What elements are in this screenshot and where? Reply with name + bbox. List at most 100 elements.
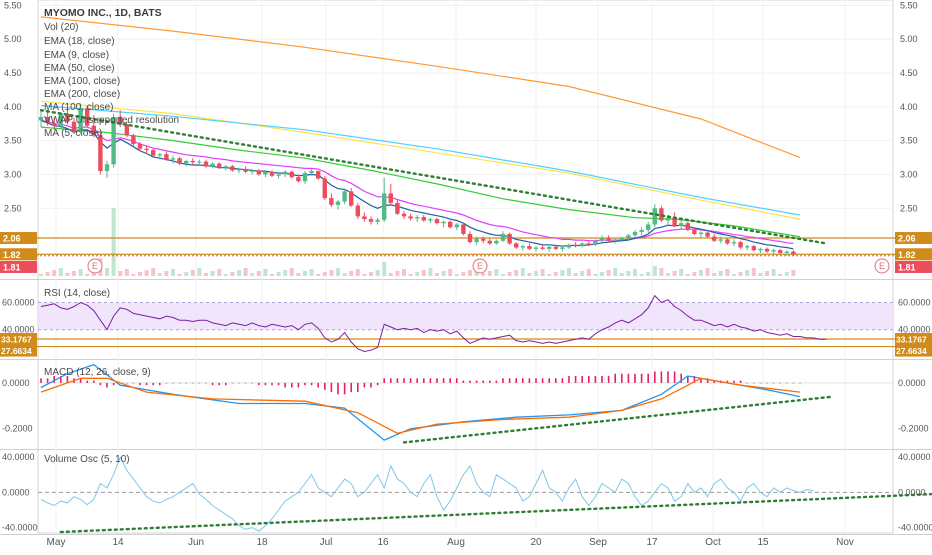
legend-ema50: EMA (50, close) xyxy=(44,63,115,74)
x-tick-label: 17 xyxy=(646,537,658,548)
candle xyxy=(553,246,558,249)
candle xyxy=(573,244,578,247)
volume-bar xyxy=(758,273,763,276)
x-tick-label: Oct xyxy=(705,537,721,548)
candle xyxy=(85,108,90,126)
candle xyxy=(705,232,710,237)
macd-histogram-bar xyxy=(145,382,148,386)
macd-histogram-bar xyxy=(766,382,768,384)
macd-histogram-bar xyxy=(258,382,260,386)
macd-histogram-bar xyxy=(792,382,795,384)
macd-histogram-bar xyxy=(218,382,220,386)
volume-bar xyxy=(626,271,631,276)
macd-histogram-bar xyxy=(139,382,141,386)
volume-bar xyxy=(72,271,76,276)
legend-ma100: MA (100, close) xyxy=(44,102,113,113)
y-tick-label-left: 5.00 xyxy=(4,34,22,44)
volume-bar xyxy=(197,268,202,276)
candle xyxy=(58,113,63,126)
candle xyxy=(679,223,684,226)
candle xyxy=(507,233,512,244)
rsi-tick-right: 40.0000 xyxy=(898,325,931,335)
macd-histogram-bar xyxy=(132,382,135,384)
candle xyxy=(71,121,77,132)
candle xyxy=(665,217,671,221)
volume-bar xyxy=(58,268,63,276)
legend-ema18: EMA (18, close) xyxy=(44,36,115,47)
y-tick-label-right: 5.00 xyxy=(900,34,918,44)
price-tag-1-81-left xyxy=(0,260,37,273)
candle xyxy=(349,191,354,206)
candle xyxy=(758,248,763,251)
macd-histogram-bar xyxy=(436,378,438,383)
volume-bar xyxy=(699,270,703,276)
macd-histogram-bar xyxy=(231,382,234,384)
volume-bar xyxy=(580,271,585,276)
volume-bar xyxy=(501,274,505,276)
macd-histogram-bar xyxy=(350,382,352,393)
volume-bar xyxy=(151,268,156,276)
macd-histogram-bar xyxy=(548,378,550,383)
volume-bar xyxy=(309,269,314,276)
macd-histogram-bar xyxy=(607,376,610,383)
candle xyxy=(177,158,182,164)
candle xyxy=(784,251,789,253)
candle xyxy=(197,161,202,163)
volume-bar xyxy=(336,268,340,276)
volume-bar xyxy=(408,274,413,276)
macd-histogram-bar xyxy=(495,380,498,383)
candle xyxy=(118,116,123,125)
macd-histogram-bar xyxy=(508,378,511,383)
volume-bar xyxy=(171,269,175,276)
macd-histogram-bar xyxy=(456,378,458,383)
volume-bar xyxy=(712,273,717,276)
rsi-tag-lower-left xyxy=(0,344,37,357)
macd-histogram-bar xyxy=(211,382,214,386)
volume-bar xyxy=(65,273,70,276)
vosc-tick-right: 0.0000 xyxy=(898,487,926,497)
candle xyxy=(184,160,189,164)
macd-histogram-bar xyxy=(654,371,656,383)
candle xyxy=(540,247,545,249)
candle xyxy=(38,116,44,121)
macd-histogram-bar xyxy=(535,378,537,383)
candle xyxy=(104,164,110,172)
candle xyxy=(632,231,638,236)
candle xyxy=(236,169,242,171)
volume-bar xyxy=(217,269,222,276)
macd-histogram-bar xyxy=(396,378,399,383)
volume-bar xyxy=(283,270,288,276)
legend-ema200: EMA (200, close) xyxy=(44,89,120,100)
macd-histogram-bar xyxy=(449,378,451,383)
macd-histogram-bar xyxy=(574,376,577,383)
volume-bar xyxy=(184,272,189,276)
candle xyxy=(335,201,341,205)
candle xyxy=(170,158,176,160)
macd-histogram-bar xyxy=(337,382,339,395)
volume-bar xyxy=(534,271,538,276)
volume-bar xyxy=(270,274,274,276)
price-tag-1-81-text-left: 1.81 xyxy=(3,262,21,272)
vosc-tick-left: -40.0000 xyxy=(2,523,38,533)
macd-histogram-bar xyxy=(528,378,531,383)
volume-bar xyxy=(237,270,241,276)
macd-histogram-bar xyxy=(324,382,326,390)
candle xyxy=(725,239,730,244)
y-tick-label-right: 2.50 xyxy=(900,203,918,213)
candle xyxy=(613,239,618,241)
volume-bar xyxy=(573,273,578,276)
macd-histogram-bar xyxy=(594,376,597,383)
macd-histogram-bar xyxy=(739,380,742,383)
macd-histogram-bar xyxy=(601,376,603,383)
candle xyxy=(302,173,308,182)
candle xyxy=(474,238,479,243)
candle xyxy=(395,202,400,214)
volume-bar xyxy=(223,274,228,276)
macd-histogram-bar xyxy=(46,378,49,383)
macd-histogram-bar xyxy=(383,378,385,383)
volume-bar xyxy=(428,268,433,276)
candle xyxy=(619,238,624,240)
volume-bar xyxy=(639,274,644,276)
price-tag-1-81-text-right: 1.81 xyxy=(898,262,916,272)
